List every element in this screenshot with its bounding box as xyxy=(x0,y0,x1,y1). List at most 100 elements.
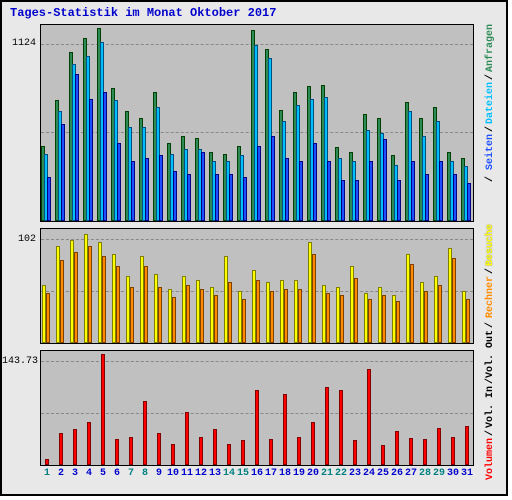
bar-volumen xyxy=(451,437,455,466)
x-tick: 24 xyxy=(362,468,376,479)
bar-rechner xyxy=(74,252,78,343)
bar-rechner xyxy=(452,258,456,343)
bar-rechner xyxy=(116,266,120,343)
x-tick: 8 xyxy=(138,468,152,479)
bar-seiten xyxy=(327,161,331,221)
bar-seiten xyxy=(187,174,191,221)
bar-seiten xyxy=(201,152,205,221)
bar-seiten xyxy=(439,161,443,221)
legend-dateien: Dateien xyxy=(485,82,496,124)
bar-rechner xyxy=(396,301,400,343)
x-tick: 4 xyxy=(82,468,96,479)
bar-seiten xyxy=(355,180,359,221)
x-tick: 7 xyxy=(124,468,138,479)
bar-volumen xyxy=(143,401,147,465)
bar-seiten xyxy=(257,146,261,221)
bar-rechner xyxy=(256,280,260,343)
bar-volumen xyxy=(87,422,91,465)
legend-seiten: Seiten xyxy=(485,134,496,170)
bar-rechner xyxy=(466,299,470,343)
bar-rechner xyxy=(172,297,176,343)
bar-seiten xyxy=(313,143,317,221)
ylabel-mid: 102 xyxy=(2,234,36,245)
bar-rechner xyxy=(214,295,218,343)
x-tick: 22 xyxy=(334,468,348,479)
bar-volumen xyxy=(199,437,203,466)
x-tick: 12 xyxy=(194,468,208,479)
x-tick: 30 xyxy=(446,468,460,479)
bar-rechner xyxy=(60,260,64,343)
bar-volumen xyxy=(367,369,371,465)
bar-volumen xyxy=(171,444,175,465)
bar-seiten xyxy=(47,177,51,221)
bar-rechner xyxy=(284,289,288,343)
x-tick: 26 xyxy=(390,468,404,479)
bar-volumen xyxy=(311,422,315,465)
bar-seiten xyxy=(453,174,457,221)
bar-rechner xyxy=(438,285,442,344)
x-tick: 18 xyxy=(278,468,292,479)
x-tick: 28 xyxy=(418,468,432,479)
bar-volumen xyxy=(185,412,189,465)
bar-rechner xyxy=(130,287,134,343)
x-tick: 16 xyxy=(250,468,264,479)
right-legend: AnfragenDateienSeitenBesucheRechnerVol. … xyxy=(474,24,502,460)
x-tick: 2 xyxy=(54,468,68,479)
bar-rechner xyxy=(312,254,316,343)
bar-seiten xyxy=(425,174,429,221)
bar-volumen xyxy=(437,428,441,465)
bar-seiten xyxy=(243,177,247,221)
legend-vol-in: Vol. In xyxy=(485,386,496,428)
ylabel-bot: 143.73 xyxy=(2,356,36,367)
bar-seiten xyxy=(229,174,233,221)
bar-seiten xyxy=(341,180,345,221)
x-tick: 1 xyxy=(40,468,54,479)
x-tick: 6 xyxy=(110,468,124,479)
bar-rechner xyxy=(424,291,428,343)
bar-rechner xyxy=(158,287,162,343)
bar-seiten xyxy=(159,155,163,221)
bar-rechner xyxy=(46,293,50,343)
bar-seiten xyxy=(75,74,79,221)
bar-volumen xyxy=(283,394,287,465)
x-tick: 19 xyxy=(292,468,306,479)
bar-volumen xyxy=(325,387,329,465)
x-tick: 25 xyxy=(376,468,390,479)
bar-seiten xyxy=(103,92,107,221)
x-tick: 11 xyxy=(180,468,194,479)
legend-volumen: Volumen xyxy=(485,438,496,480)
bar-volumen xyxy=(101,354,105,465)
bar-seiten xyxy=(61,124,65,221)
bar-volumen xyxy=(339,390,343,465)
bar-seiten xyxy=(117,143,121,221)
ylabel-top: 1124 xyxy=(2,38,36,49)
bar-volumen xyxy=(409,438,413,465)
x-axis: 1234567891011121314151617181920212223242… xyxy=(40,468,474,482)
x-tick: 27 xyxy=(404,468,418,479)
bar-rechner xyxy=(354,278,358,343)
bar-rechner xyxy=(298,289,302,343)
bar-seiten xyxy=(285,158,289,221)
bar-volumen xyxy=(353,440,357,465)
bar-rechner xyxy=(270,291,274,343)
bar-seiten xyxy=(383,139,387,221)
bar-rechner xyxy=(340,295,344,343)
x-tick: 13 xyxy=(208,468,222,479)
bar-volumen xyxy=(381,445,385,465)
x-tick: 14 xyxy=(222,468,236,479)
bar-rechner xyxy=(200,289,204,343)
bar-rechner xyxy=(382,295,386,343)
x-tick: 3 xyxy=(68,468,82,479)
bar-seiten xyxy=(411,161,415,221)
bar-seiten xyxy=(89,99,93,221)
legend-besuche: Besuche xyxy=(485,224,496,266)
bar-volumen xyxy=(227,444,231,465)
x-tick: 9 xyxy=(152,468,166,479)
legend-anfragen: Anfragen xyxy=(485,24,496,72)
bar-volumen xyxy=(59,433,63,465)
x-tick: 17 xyxy=(264,468,278,479)
bar-seiten xyxy=(131,161,135,221)
bar-rechner xyxy=(144,266,148,343)
panel-volume xyxy=(40,350,474,466)
bar-rechner xyxy=(186,285,190,344)
